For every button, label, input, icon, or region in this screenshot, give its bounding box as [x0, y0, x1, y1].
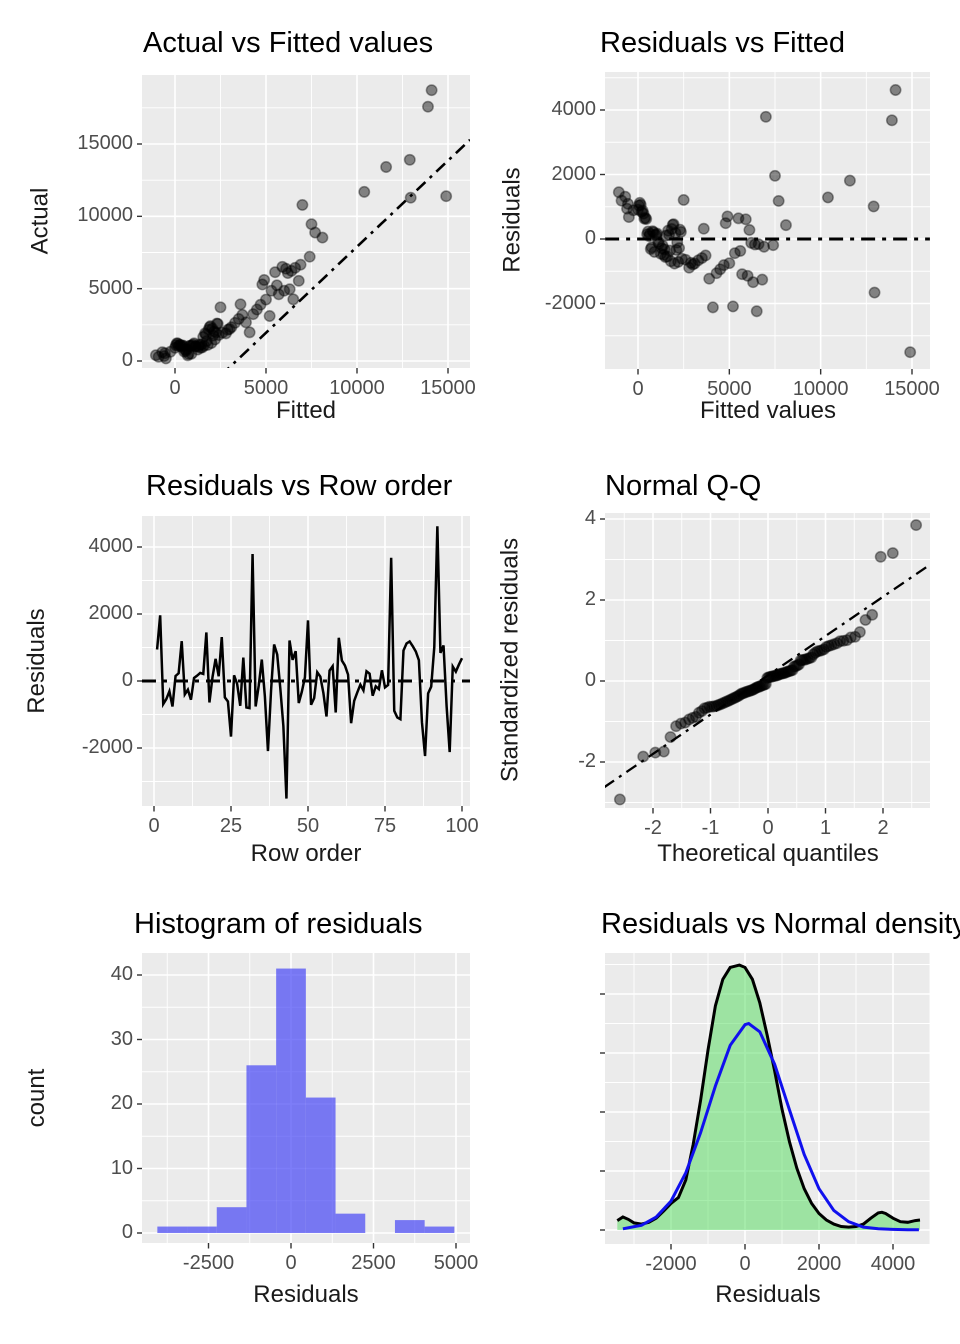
reference-line [226, 138, 470, 368]
data-points [613, 519, 923, 806]
panel-background [142, 75, 470, 368]
x-tick-label: 1 [819, 817, 832, 839]
x-axis-title: Theoretical quantiles [657, 840, 879, 867]
panel-cell-histogram-of-residuals: Histogram of residuals count Residuals -… [0, 896, 488, 1344]
y-tick-label: 40 [110, 963, 133, 985]
plot-title: Residuals vs Normal density [601, 908, 960, 940]
y-tick-label: 30 [110, 1027, 133, 1050]
x-tick-label: 15000 [884, 378, 940, 400]
plot-title: Histogram of residuals [134, 908, 423, 940]
panel-content [142, 526, 470, 799]
plot-title: Actual vs Fitted values [143, 27, 434, 59]
x-axis-title: Residuals [253, 1281, 359, 1308]
x-axis-title: Fitted [275, 397, 337, 424]
grid [605, 72, 930, 369]
data-points [612, 84, 917, 359]
plot-area-residuals-vs-row-order [137, 516, 470, 812]
y-axis-title: Residuals [23, 608, 50, 714]
plot-area-actual-vs-fitted [137, 75, 470, 374]
x-tick-label: 75 [373, 815, 397, 837]
axis-ticks [600, 109, 913, 375]
x-tick-label: -2000 [645, 1253, 697, 1275]
plot-title: Residuals vs Row order [146, 470, 453, 502]
x-tick-label: 15000 [420, 377, 476, 399]
plot-title: Residuals vs Fitted [600, 27, 845, 59]
x-tick-label: 10000 [329, 377, 385, 399]
panel-cell-residuals-vs-normal-density: Residuals vs Normal density Residuals -2… [488, 896, 960, 1344]
y-tick-label: 2000 [88, 602, 134, 624]
plot-area-histogram-of-residuals [137, 953, 470, 1249]
panel-content [605, 519, 930, 806]
x-tick-label: 0 [762, 817, 774, 839]
x-tick-label: 2000 [796, 1253, 842, 1275]
y-tick-label: 0 [121, 669, 133, 691]
x-tick-label: -2 [644, 817, 662, 839]
y-tick-label: 4000 [88, 535, 134, 557]
y-tick-label: -2000 [81, 736, 133, 758]
panel-cell-normal-qq: Normal Q-Q Standardized residuals Theore… [488, 448, 960, 896]
plot-area-residuals-vs-normal-density [600, 953, 931, 1250]
plot-title: Normal Q-Q [605, 470, 762, 502]
data-points [149, 84, 453, 365]
residual-line [155, 526, 464, 799]
density-fill [617, 965, 920, 1230]
y-tick-label: -2 [578, 750, 596, 772]
x-tick-label: 2500 [351, 1252, 396, 1274]
panel-content [605, 84, 930, 359]
y-tick-label: 4000 [551, 98, 597, 120]
x-tick-label: 25 [219, 815, 243, 837]
y-tick-label: 10000 [77, 204, 133, 227]
x-axis-title: Row order [250, 840, 362, 867]
panel-background [605, 72, 930, 369]
x-tick-label: 0 [739, 1253, 751, 1275]
axis-ticks [600, 993, 894, 1250]
axis-ticks [137, 143, 449, 374]
x-tick-label: -1 [701, 817, 720, 839]
y-tick-label: 2 [584, 588, 596, 610]
x-tick-label: 0 [169, 377, 181, 399]
plot-area-residuals-vs-fitted [600, 72, 930, 375]
grid [605, 513, 930, 808]
x-tick-label: 4000 [870, 1253, 916, 1275]
y-tick-label: 0 [121, 1221, 133, 1243]
x-axis-title: Residuals [715, 1281, 821, 1308]
panel-content [616, 963, 921, 1232]
y-tick-label: 4 [584, 507, 596, 529]
x-tick-label: 2 [877, 817, 889, 839]
y-tick-label: -2000 [544, 291, 596, 314]
x-tick-label: 5000 [707, 378, 752, 400]
axis-ticks [137, 974, 457, 1249]
x-tick-label: 0 [632, 378, 644, 400]
y-tick-label: 0 [121, 349, 133, 371]
reference-line [605, 563, 930, 789]
x-tick-label: 50 [296, 815, 320, 837]
grid [142, 75, 470, 368]
x-axis-title: Fitted values [699, 397, 837, 424]
panel-content [157, 968, 455, 1233]
x-tick-label: 0 [148, 815, 160, 837]
x-tick-label: 0 [285, 1252, 297, 1274]
panel-cell-residuals-vs-fitted: Residuals vs Fitted Residuals Fitted val… [488, 0, 960, 448]
panel-content [149, 84, 470, 368]
plot-area-normal-qq [600, 513, 930, 814]
histogram-bars [157, 968, 455, 1233]
x-tick-label: 5000 [243, 377, 289, 399]
axis-ticks [137, 546, 463, 812]
y-tick-label: 0 [584, 227, 596, 249]
y-tick-label: 15000 [77, 132, 133, 154]
y-tick-label: 2000 [551, 162, 597, 185]
y-tick-label: 10 [110, 1156, 133, 1179]
axis-ticks [600, 518, 884, 814]
y-tick-label: 0 [584, 669, 596, 691]
x-tick-label: 100 [445, 815, 479, 837]
x-tick-label: -2500 [182, 1252, 235, 1274]
y-tick-label: 20 [110, 1092, 133, 1114]
x-tick-label: 5000 [433, 1252, 479, 1274]
x-tick-label: 10000 [792, 378, 849, 400]
panel-cell-residuals-vs-row-order: Residuals vs Row order Residuals Row ord… [0, 448, 488, 896]
normal-curve [622, 1021, 919, 1232]
y-tick-label: 5000 [88, 276, 134, 299]
